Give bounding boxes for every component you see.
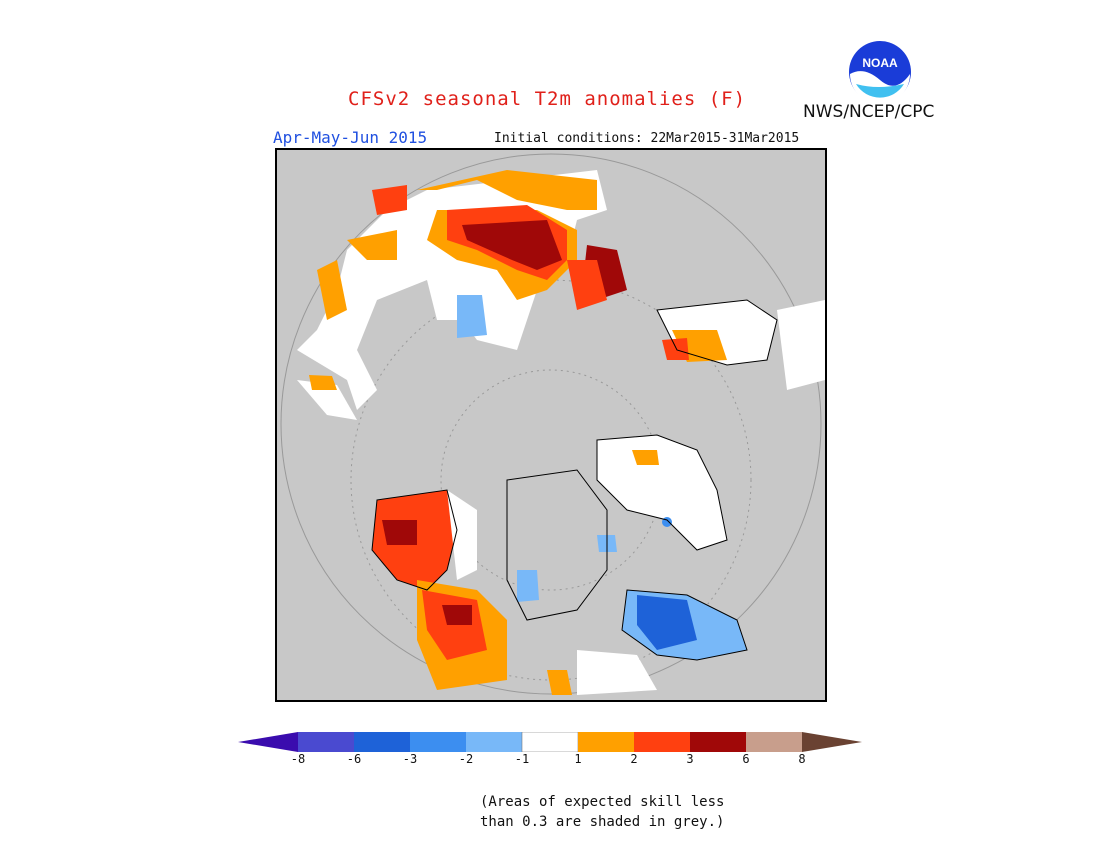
skill-note: (Areas of expected skill less than 0.3 a… bbox=[480, 792, 724, 832]
initial-conditions-label: Initial conditions: 22Mar2015-31Mar2015 bbox=[494, 131, 800, 146]
colorbar-arrow-high bbox=[802, 732, 862, 752]
colorbar-segment bbox=[634, 732, 690, 752]
region-eurasia bbox=[297, 170, 627, 410]
region-arctic-islands bbox=[657, 300, 825, 390]
colorbar-segment bbox=[746, 732, 802, 752]
colorbar-tick: -2 bbox=[458, 752, 474, 766]
region-greenland bbox=[597, 435, 727, 550]
map-panel bbox=[275, 148, 827, 702]
colorbar-tick: -1 bbox=[514, 752, 530, 766]
noaa-logo: NOAA bbox=[849, 41, 911, 104]
colorbar-segment bbox=[466, 732, 522, 752]
season-label: Apr-May-Jun 2015 bbox=[273, 128, 428, 147]
colorbar-segment bbox=[354, 732, 410, 752]
colorbar-segment bbox=[578, 732, 634, 752]
colorbar-tick: -8 bbox=[290, 752, 306, 766]
colorbar-tick: -6 bbox=[346, 752, 362, 766]
colorbar-segment bbox=[690, 732, 746, 752]
coastlines bbox=[371, 299, 778, 661]
colorbar-tick: 8 bbox=[798, 752, 806, 766]
colorbar-tick: 3 bbox=[686, 752, 694, 766]
polar-map bbox=[280, 153, 825, 695]
skill-note-line2: than 0.3 are shaded in grey.) bbox=[480, 814, 725, 830]
colorbar-arrow-low bbox=[238, 732, 298, 752]
colorbar-segment bbox=[410, 732, 466, 752]
colorbar-segment bbox=[298, 732, 354, 752]
colorbar-segment bbox=[521, 732, 579, 752]
chart-title: CFSv2 seasonal T2m anomalies (F) bbox=[348, 88, 747, 110]
colorbar-tick: -3 bbox=[402, 752, 418, 766]
org-label: NWS/NCEP/CPC bbox=[803, 102, 935, 122]
colorbar-tick: 6 bbox=[742, 752, 750, 766]
noaa-logo-text: NOAA bbox=[862, 56, 898, 70]
map-boundary bbox=[280, 153, 822, 695]
region-alaska bbox=[372, 490, 507, 690]
colorbar-tick: 1 bbox=[574, 752, 582, 766]
region-africa-edge bbox=[297, 375, 357, 420]
colorbar bbox=[238, 732, 862, 752]
skill-note-line1: (Areas of expected skill less bbox=[480, 794, 725, 810]
colorbar-tick: 2 bbox=[630, 752, 638, 766]
